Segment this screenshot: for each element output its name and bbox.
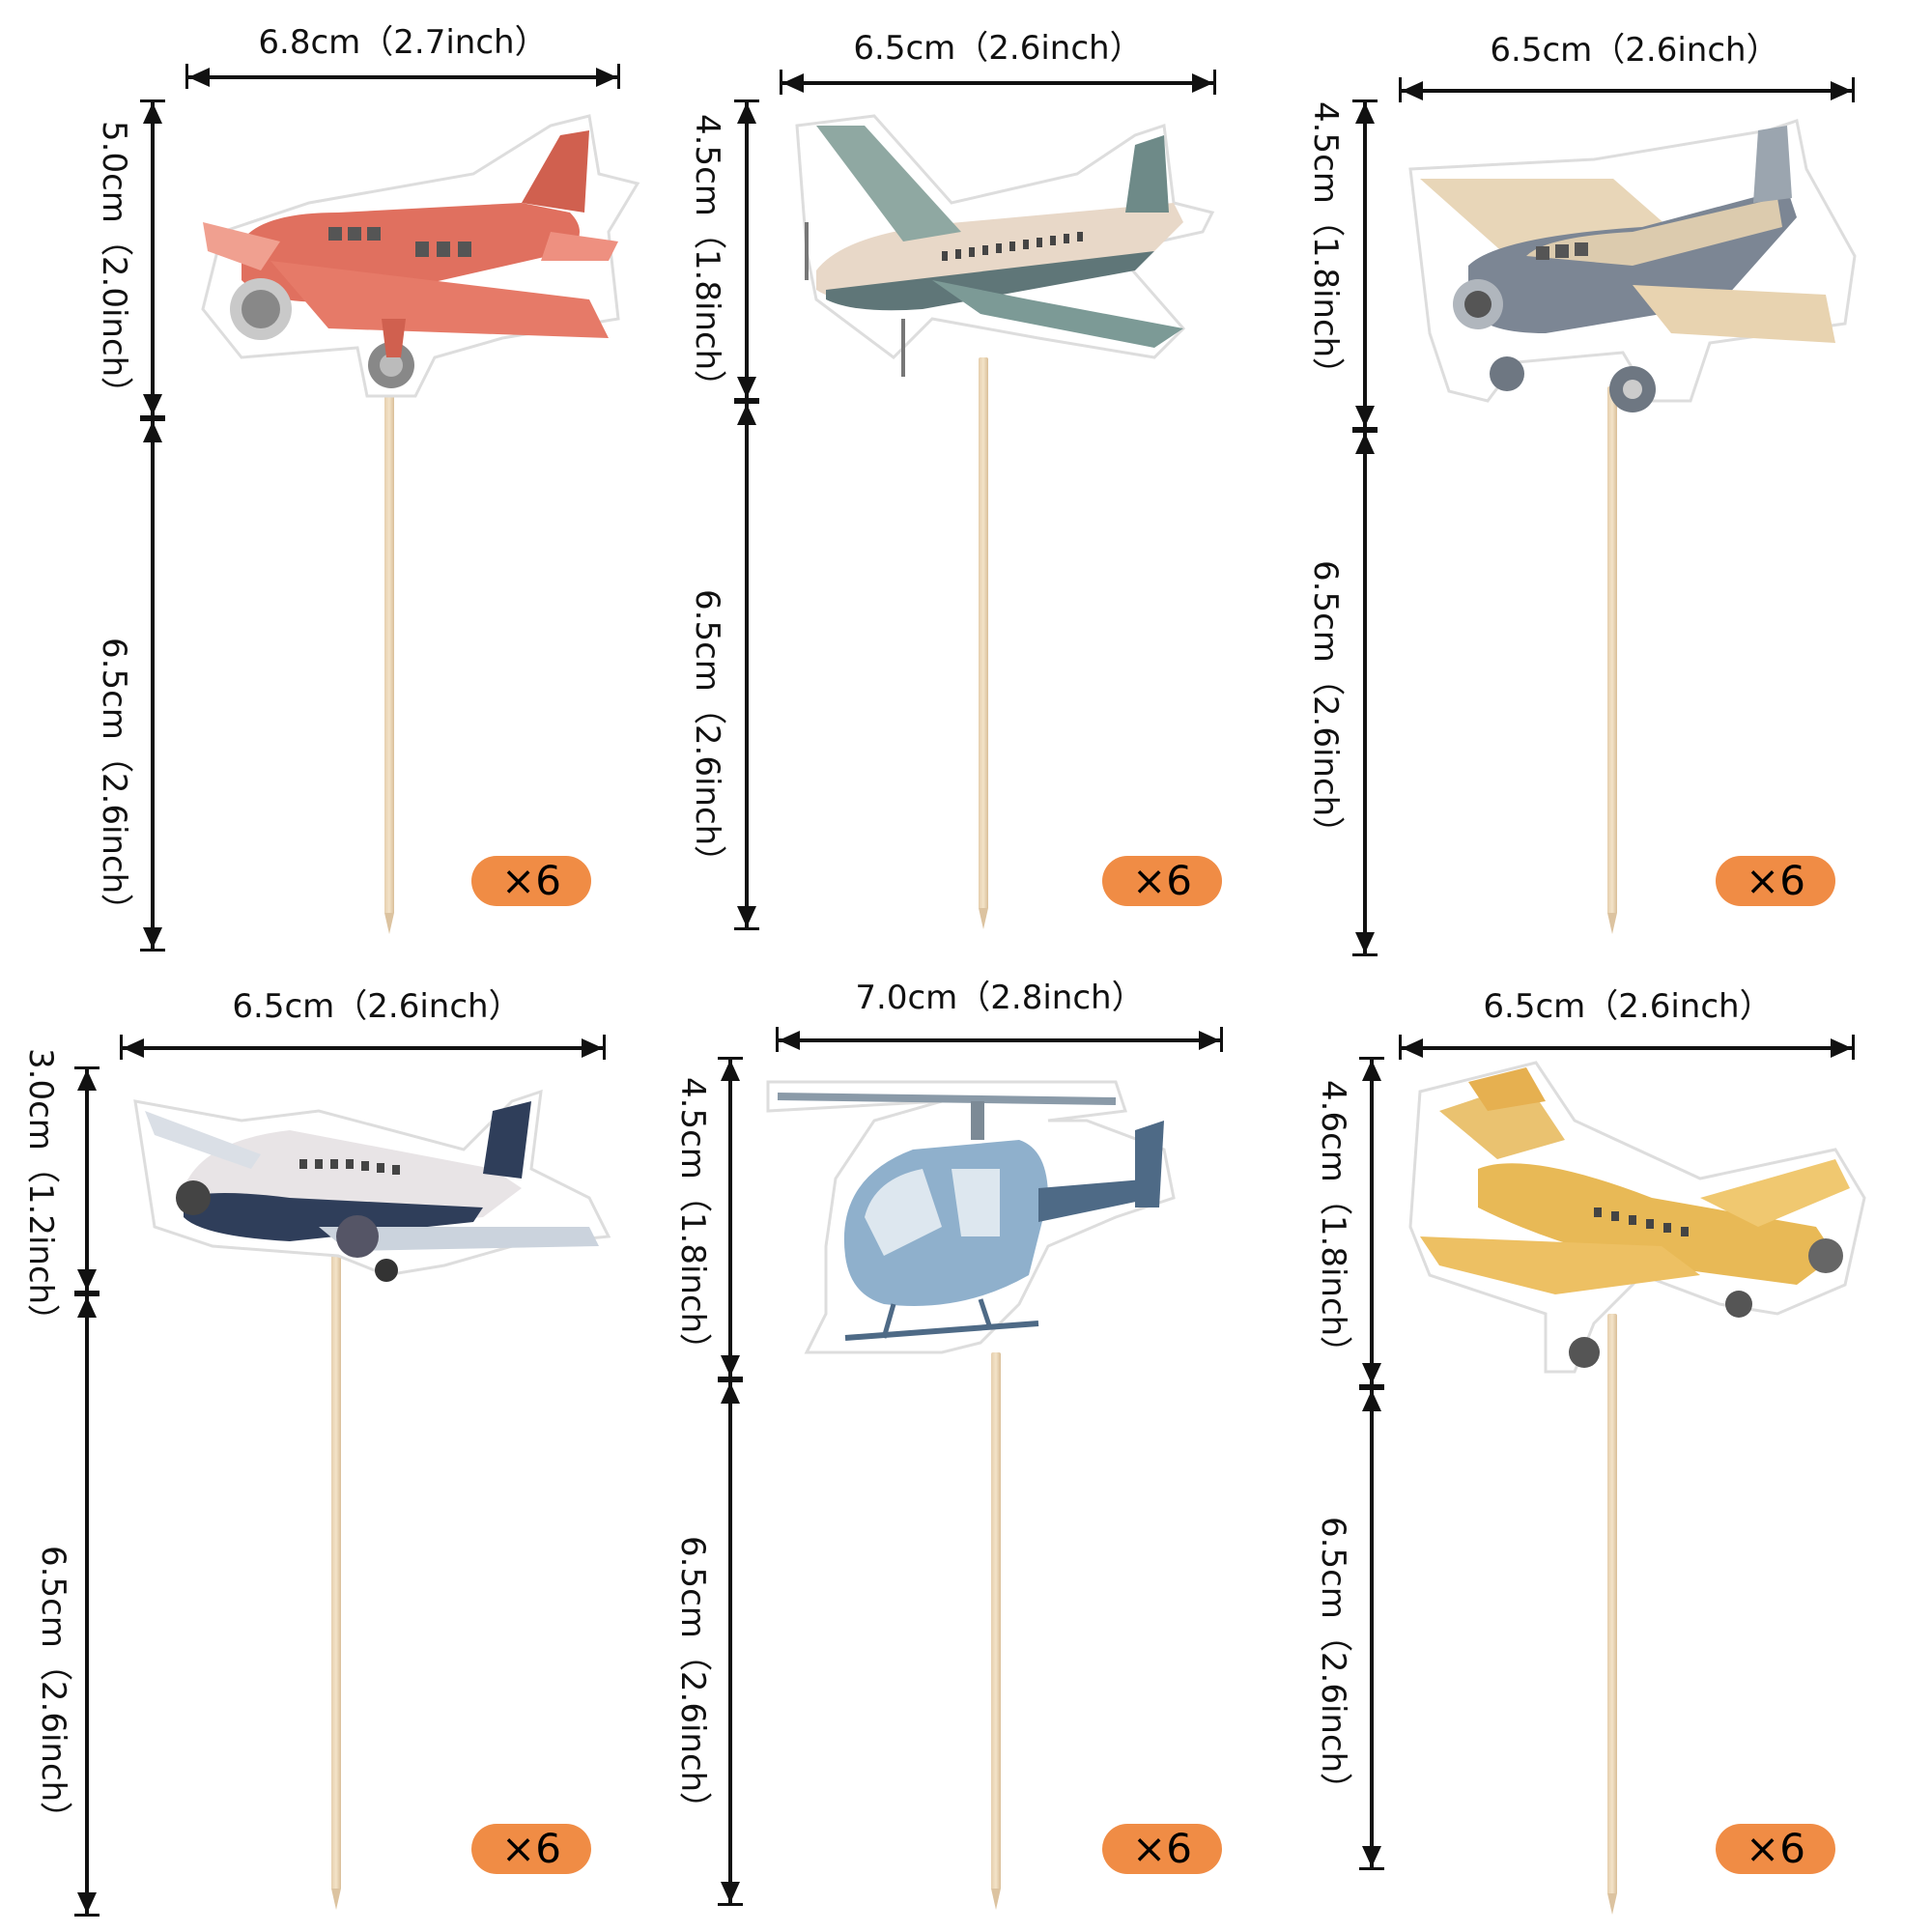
topper-height-label: 5.0cm（2.0inch） (95, 121, 133, 411)
stick-height-label: 6.5cm（2.6inch） (95, 638, 133, 927)
width-label: 6.5cm（2.6inch） (1490, 31, 1779, 70)
stick-height-arrow (1357, 1387, 1386, 1870)
topper-height-label: 3.0cm（1.2inch） (21, 1048, 60, 1338)
topper-height-label: 4.6cm（1.8inch） (1314, 1080, 1352, 1370)
topper-height-arrow (732, 99, 761, 401)
quantity-badge: ×6 (1102, 856, 1222, 906)
helicopter-illustration (766, 1063, 1222, 1372)
topper-height-arrow (716, 1057, 745, 1379)
topper-height-label: 4.5cm（1.8inch） (673, 1077, 712, 1367)
stick-height-label: 6.5cm（2.6inch） (673, 1536, 712, 1826)
red-plane-illustration (184, 106, 640, 415)
wooden-stick (979, 357, 988, 929)
topper-height-label: 4.5cm（1.8inch） (1306, 101, 1345, 391)
width-dimension-arrow (776, 1011, 1223, 1052)
wooden-stick (384, 386, 394, 934)
width-label: 6.5cm（2.6inch） (1483, 987, 1773, 1026)
stick-height-arrow (732, 401, 761, 930)
navy-airliner-illustration (126, 1082, 611, 1285)
topper-height-arrow (72, 1066, 101, 1293)
width-dimension-arrow (1399, 62, 1855, 102)
quantity-badge: ×6 (1716, 1824, 1835, 1874)
wooden-stick (1607, 1314, 1617, 1915)
yellow-plane-illustration (1408, 1061, 1866, 1381)
width-label: 7.0cm（2.8inch） (855, 979, 1145, 1017)
width-label: 6.8cm（2.7inch） (258, 23, 548, 62)
stick-height-label: 6.5cm（2.6inch） (688, 589, 726, 879)
stick-height-arrow (72, 1293, 101, 1917)
quantity-badge: ×6 (1102, 1824, 1222, 1874)
width-label: 6.5cm（2.6inch） (232, 987, 522, 1026)
width-dimension-arrow (780, 54, 1216, 95)
topper-height-arrow (1350, 99, 1379, 430)
stick-height-arrow (716, 1379, 745, 1906)
quantity-badge: ×6 (471, 856, 591, 906)
topper-height-arrow (138, 99, 167, 418)
stick-height-arrow (1350, 430, 1379, 956)
width-dimension-arrow (1399, 1019, 1855, 1060)
width-dimension-arrow (185, 48, 620, 89)
sage-airliner-illustration (787, 106, 1222, 386)
wooden-stick (1607, 386, 1617, 934)
stick-height-label: 6.5cm（2.6inch） (1314, 1517, 1352, 1806)
wooden-stick (331, 1246, 341, 1910)
stick-height-label: 6.5cm（2.6inch） (1306, 560, 1345, 850)
width-label: 6.5cm（2.6inch） (853, 29, 1143, 68)
quantity-badge: ×6 (1716, 856, 1835, 906)
width-dimension-arrow (120, 1019, 606, 1060)
stick-height-label: 6.5cm（2.6inch） (34, 1546, 72, 1835)
stick-height-arrow (138, 418, 167, 952)
topper-height-arrow (1357, 1057, 1386, 1387)
quantity-badge: ×6 (471, 1824, 591, 1874)
wooden-stick (991, 1352, 1001, 1910)
cream-plane-illustration (1401, 111, 1857, 420)
topper-height-label: 4.5cm（1.8inch） (688, 114, 726, 404)
